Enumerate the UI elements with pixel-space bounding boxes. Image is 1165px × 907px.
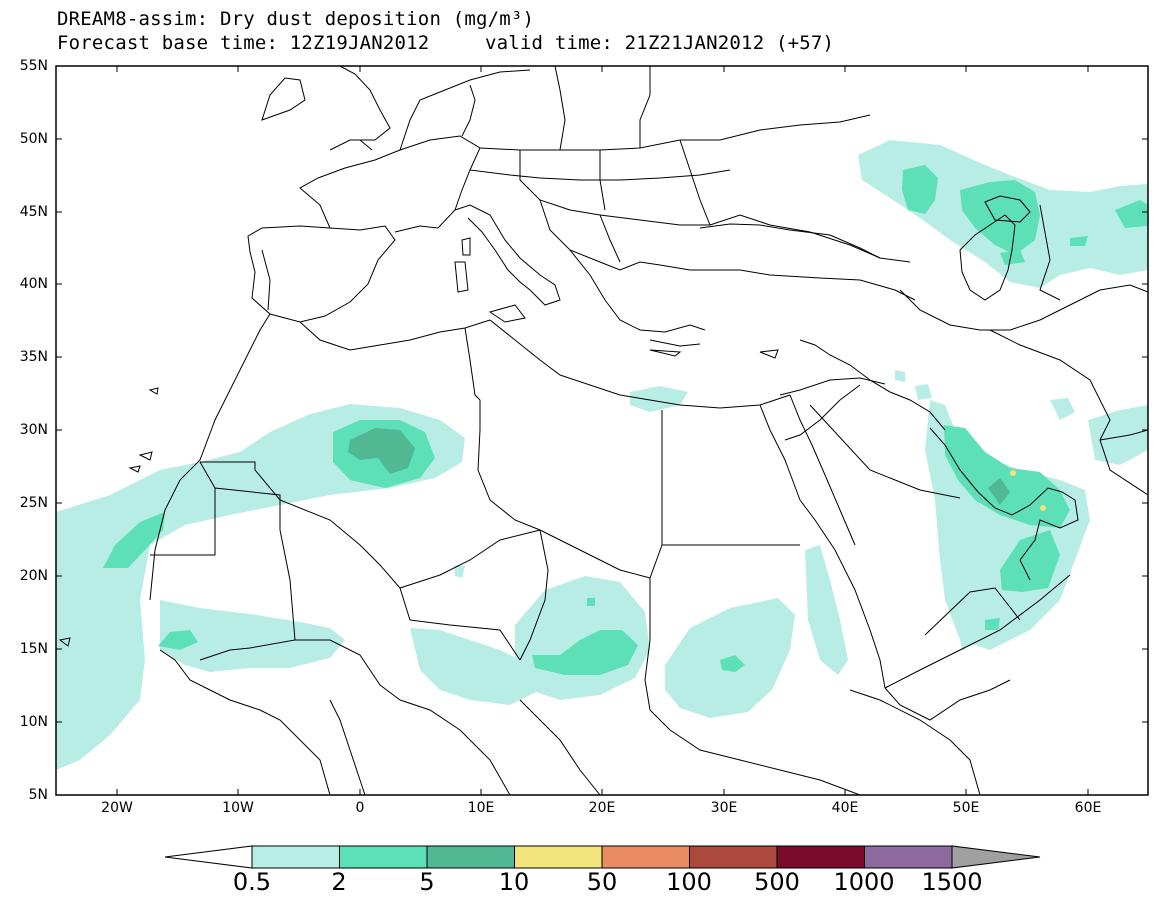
colorbar-label: 5 <box>419 868 435 896</box>
colorbar-label: 1500 <box>921 868 983 896</box>
colorbar-over-arrow <box>951 845 1041 869</box>
lon-label: 0 <box>355 800 365 816</box>
colorbar-swatch <box>689 845 778 869</box>
country-borders <box>149 66 1148 795</box>
lon-label: 40E <box>831 800 859 816</box>
lat-label: 35N <box>19 349 48 365</box>
lat-label: 20N <box>19 568 48 584</box>
lat-label: 25N <box>19 495 48 511</box>
lat-label: 15N <box>19 641 48 657</box>
colorbar-label: 50 <box>586 868 618 896</box>
axis-ticks <box>56 65 1148 795</box>
colorbar-label: 10 <box>498 868 530 896</box>
valid-time: valid time: 21Z21JAN2012 (+57) <box>485 32 835 54</box>
lat-label: 55N <box>19 58 48 74</box>
lat-label: 5N <box>28 787 48 803</box>
lat-label: 10N <box>19 714 48 730</box>
deposition-contour-10-50 <box>1010 470 1046 511</box>
deposition-contour-5-10 <box>348 428 1010 505</box>
colorbar-label: 0.5 <box>232 868 272 896</box>
lat-label: 40N <box>19 276 48 292</box>
colorbar-under-arrow <box>164 845 253 869</box>
colorbar-label: 2 <box>331 868 347 896</box>
lon-label: 30E <box>710 800 738 816</box>
colorbar-swatch <box>339 845 428 869</box>
lon-label: 50E <box>952 800 980 816</box>
lon-label: 10E <box>467 800 495 816</box>
colorbar-swatch <box>251 845 340 869</box>
islands <box>58 349 779 647</box>
lat-label: 50N <box>19 131 48 147</box>
colorbar-swatch <box>601 845 690 869</box>
lon-label: 10W <box>222 800 254 816</box>
lon-label: 60E <box>1074 800 1102 816</box>
lon-label: 20E <box>588 800 616 816</box>
colorbar-label: 500 <box>754 868 800 896</box>
lat-label: 45N <box>19 204 48 220</box>
base-time: Forecast base time: 12Z19JAN2012 <box>57 32 430 54</box>
lon-label: 20W <box>101 800 133 816</box>
colorbar-swatch <box>864 845 953 869</box>
colorbar-label: 100 <box>666 868 712 896</box>
data-gap <box>657 565 665 577</box>
colorbar-swatch <box>426 845 515 869</box>
lat-label: 30N <box>19 422 48 438</box>
colorbar <box>164 845 1041 869</box>
map-title: DREAM8-assim: Dry dust deposition (mg/m³… <box>57 8 535 30</box>
colorbar-swatch <box>514 845 603 869</box>
forecast-time-line: Forecast base time: 12Z19JAN2012 valid ti… <box>57 32 834 54</box>
map-area <box>56 66 1148 795</box>
colorbar-swatch <box>776 845 865 869</box>
colorbar-label: 1000 <box>833 868 895 896</box>
